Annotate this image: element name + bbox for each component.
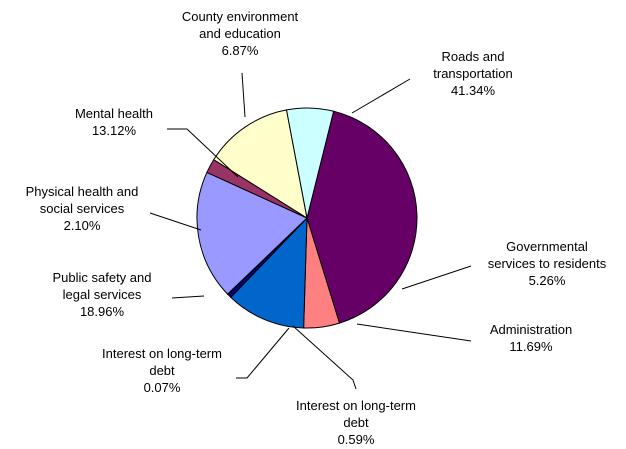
slice-roads-transportation	[306, 110, 418, 324]
leader-line	[236, 327, 290, 379]
label-line: 2.10%	[64, 218, 101, 233]
leader-line	[167, 128, 239, 178]
leader-line	[171, 295, 205, 299]
label-line: Physical health and	[26, 184, 139, 199]
label-mental-health: Mental health 13.12%	[75, 106, 153, 138]
label-line: Administration	[490, 322, 572, 337]
label-line: 11.69%	[509, 339, 553, 354]
label-line: and education	[199, 26, 281, 41]
label-line: services to residents	[488, 256, 607, 271]
label-governmental-services: Governmental services to residents 5.26%	[488, 239, 607, 288]
label-line: Roads and	[442, 49, 505, 64]
label-line: social services	[40, 201, 125, 216]
leader-line	[241, 72, 246, 118]
label-county-environment-education: County environment and education 6.87%	[182, 9, 299, 58]
label-line: 18.96%	[80, 304, 125, 319]
pie-slices	[196, 107, 418, 329]
label-line: 0.07%	[144, 380, 181, 395]
slice-county-environment-education	[285, 107, 335, 219]
leader-line	[356, 323, 472, 342]
label-public-safety-legal: Public safety and legal services 18.96%	[52, 270, 151, 319]
label-line: County environment	[182, 9, 299, 24]
slice-administration	[230, 216, 308, 329]
leader-lines	[149, 72, 472, 390]
label-line: Governmental	[506, 239, 588, 254]
label-line: debt	[149, 363, 175, 378]
leader-line	[292, 325, 357, 390]
label-administration: Administration 11.69%	[490, 322, 572, 354]
label-interest-long-term-debt-007: Interest on long-term debt 0.07%	[102, 346, 222, 395]
leader-line	[351, 78, 411, 114]
leader-line	[149, 212, 202, 231]
label-physical-health-social: Physical health and social services 2.10%	[26, 184, 139, 233]
label-roads-transportation: Roads and transportation 41.34%	[433, 49, 513, 98]
slice-labels: Roads and transportation 41.34% Governmenta…	[26, 9, 607, 447]
slice-public-safety-legal	[196, 171, 308, 295]
label-line: Mental health	[75, 106, 153, 121]
leader-line	[401, 265, 472, 290]
label-line: 6.87%	[222, 43, 259, 58]
label-line: legal services	[63, 287, 142, 302]
label-line: debt	[343, 415, 369, 430]
label-line: transportation	[433, 66, 513, 81]
label-line: 13.12%	[92, 123, 137, 138]
label-line: 41.34%	[451, 83, 496, 98]
label-line: 5.26%	[529, 273, 566, 288]
label-line: Interest on long-term	[296, 398, 416, 413]
label-line: Public safety and	[52, 270, 151, 285]
label-line: 0.59%	[338, 432, 375, 447]
label-line: Interest on long-term	[102, 346, 222, 361]
label-interest-long-term-debt-059: Interest on long-term debt 0.59%	[296, 398, 416, 447]
